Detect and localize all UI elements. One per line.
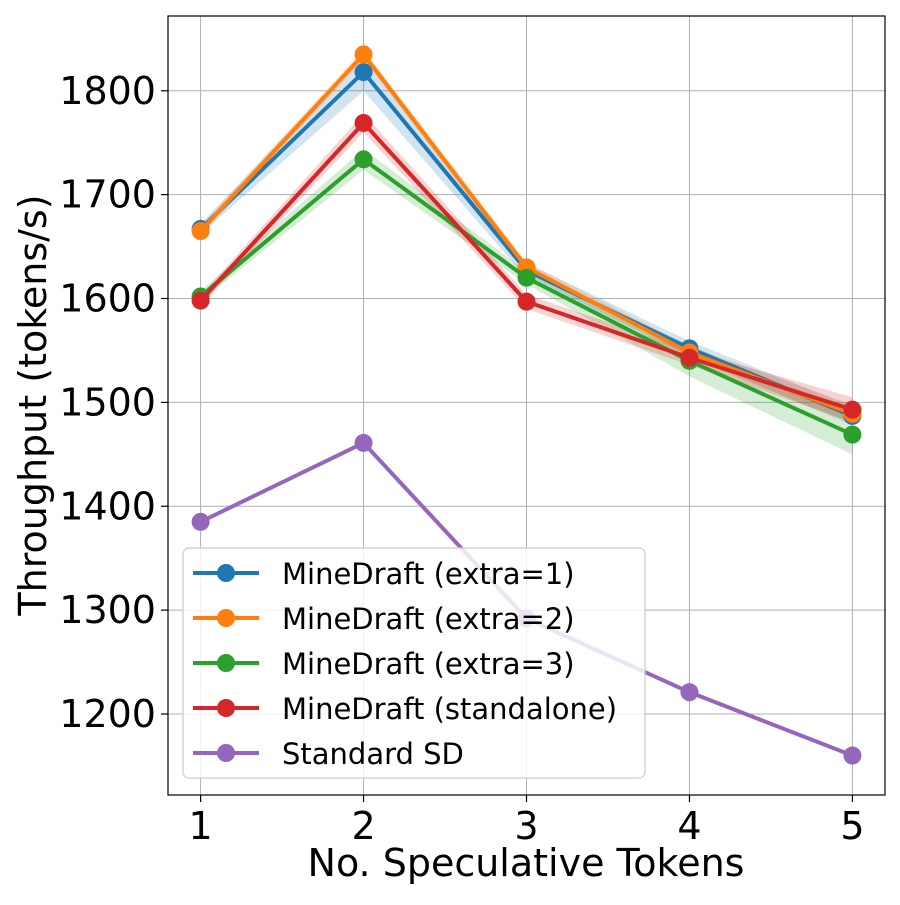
legend-box <box>182 547 646 779</box>
y-tick-label: 1200 <box>59 692 156 736</box>
legend-label: MineDraft (standalone) <box>282 692 617 726</box>
y-axis-title: Throughput (tokens/s) <box>11 194 55 616</box>
data-point <box>191 512 210 531</box>
legend-label: MineDraft (extra=1) <box>282 557 575 591</box>
data-point <box>680 348 699 367</box>
data-point <box>680 683 699 702</box>
x-tick-label: 1 <box>188 804 212 848</box>
confidence-band <box>200 49 853 424</box>
legend-marker <box>217 609 235 627</box>
legend-marker <box>217 744 235 762</box>
legend-marker <box>217 564 235 582</box>
data-point <box>517 292 536 311</box>
series-lines <box>191 45 862 765</box>
data-point <box>517 268 536 287</box>
data-point <box>191 291 210 310</box>
x-tick-label: 5 <box>840 804 864 848</box>
x-tick-label: 4 <box>677 804 701 848</box>
legend-entry: MineDraft (extra=3) <box>193 647 575 681</box>
data-point <box>354 150 373 169</box>
legend: MineDraft (extra=1) MineDraft (extra=2) Mi… <box>182 547 646 779</box>
data-point <box>354 63 373 82</box>
legend-entry: Standard SD <box>193 737 464 771</box>
data-point <box>843 425 862 444</box>
y-tick-label: 1300 <box>59 588 156 632</box>
x-tick-label: 2 <box>351 804 375 848</box>
legend-entry: MineDraft (extra=2) <box>193 602 575 636</box>
y-tick-label: 1600 <box>59 277 156 321</box>
legend-label: MineDraft (extra=2) <box>282 602 575 636</box>
legend-label: Standard SD <box>282 737 464 771</box>
data-point <box>843 746 862 765</box>
data-point <box>354 433 373 452</box>
data-point <box>354 113 373 132</box>
legend-marker <box>217 654 235 672</box>
legend-entry: MineDraft (extra=1) <box>193 557 575 591</box>
y-tick-label: 1500 <box>59 380 156 424</box>
y-tick-label: 1800 <box>59 69 156 113</box>
series-4 <box>191 113 862 419</box>
legend-entry: MineDraft (standalone) <box>193 692 617 726</box>
y-tick-label: 1700 <box>59 173 156 217</box>
y-tick-label: 1400 <box>59 484 156 528</box>
x-tick-label: 3 <box>514 804 538 848</box>
legend-label: MineDraft (extra=3) <box>282 647 575 681</box>
data-point <box>843 400 862 419</box>
data-point <box>191 222 210 241</box>
axis-ticks: 1 2 3 4 5 1200 1300 1400 1500 1600 1700 1800 <box>59 69 864 848</box>
data-point <box>354 45 373 64</box>
x-axis-title: No. Speculative Tokens <box>308 841 745 885</box>
legend-marker <box>217 699 235 717</box>
